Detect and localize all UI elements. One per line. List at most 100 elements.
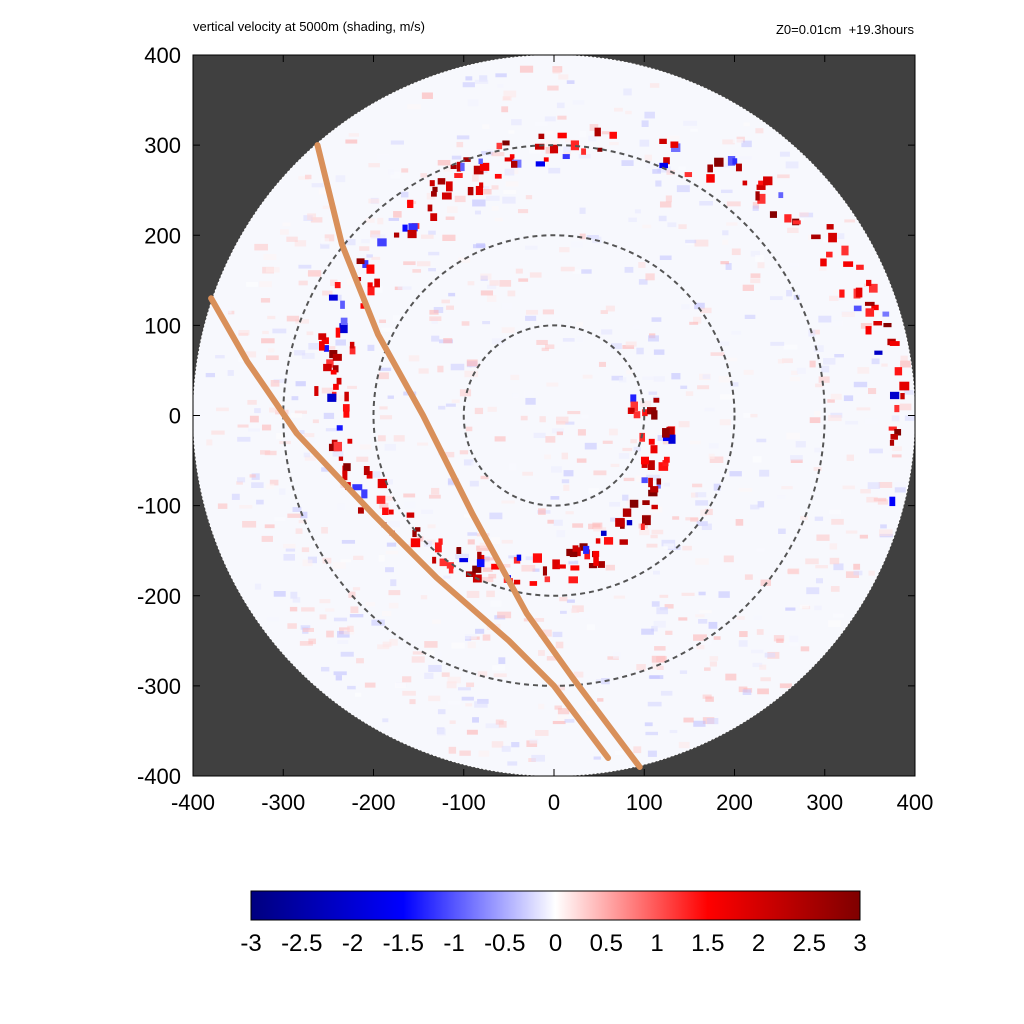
- shading-cell: [402, 224, 408, 232]
- shading-cell: [865, 308, 875, 317]
- shading-cell: [693, 316, 702, 324]
- shading-cell: [608, 428, 618, 436]
- shading-cell: [521, 564, 536, 572]
- shading-cell: [800, 515, 808, 520]
- shading-cell: [671, 373, 681, 380]
- shading-cell: [298, 264, 312, 269]
- shading-cell: [741, 140, 752, 148]
- shading-cell: [814, 516, 824, 521]
- shading-cell: [800, 646, 810, 652]
- shading-cell: [273, 378, 288, 383]
- shading-cell: [261, 535, 273, 542]
- shading-cell: [295, 528, 303, 534]
- shading-cell: [450, 363, 465, 371]
- shading-cell: [333, 671, 347, 676]
- shading-cell: [503, 96, 511, 101]
- shading-cell: [465, 426, 473, 432]
- shading-cell: [339, 323, 348, 334]
- shading-cell: [567, 410, 581, 415]
- shading-cell: [508, 130, 515, 134]
- shading-cell: [603, 537, 614, 545]
- shading-cell: [701, 523, 712, 531]
- shading-cell: [465, 571, 476, 577]
- shading-cell: [654, 646, 666, 651]
- shading-cell: [576, 612, 590, 619]
- shading-cell: [388, 602, 399, 609]
- shading-cell: [619, 539, 628, 545]
- shading-cell: [778, 528, 786, 534]
- shading-cell: [437, 728, 446, 736]
- shading-cell: [262, 330, 269, 335]
- shading-cell: [345, 239, 356, 246]
- shading-cell: [750, 504, 760, 510]
- y-tick-label: -100: [137, 494, 181, 519]
- shading-cell: [816, 534, 830, 541]
- shading-cell: [843, 395, 854, 402]
- shading-cell: [471, 461, 480, 467]
- shading-cell: [789, 376, 801, 382]
- shading-cell: [635, 475, 647, 482]
- shading-cell: [534, 618, 545, 622]
- shading-cell: [525, 315, 537, 321]
- shading-cell: [729, 382, 739, 387]
- shading-cell: [482, 189, 492, 195]
- shading-cell: [536, 339, 548, 345]
- shading-cell: [376, 495, 386, 504]
- shading-cell: [622, 494, 629, 501]
- shading-cell: [276, 432, 284, 440]
- shading-cell: [461, 696, 474, 701]
- shading-cell: [408, 355, 420, 362]
- shading-cell: [871, 304, 879, 311]
- shading-cell: [576, 321, 584, 327]
- shading-cell: [584, 549, 591, 560]
- shading-cell: [621, 160, 634, 166]
- shading-cell: [287, 623, 297, 629]
- shading-cell: [475, 185, 484, 196]
- shading-cell: [693, 720, 706, 727]
- shading-cell: [826, 251, 833, 258]
- shading-cell: [267, 315, 276, 320]
- shading-cell: [378, 372, 389, 380]
- shading-cell: [303, 452, 311, 458]
- shading-cell: [579, 207, 586, 214]
- shading-cell: [437, 178, 446, 185]
- shading-cell: [560, 266, 575, 272]
- shading-cell: [815, 578, 823, 584]
- shading-cell: [565, 511, 574, 515]
- shading-cell: [563, 484, 570, 491]
- shading-cell: [844, 219, 855, 223]
- shading-cell: [478, 750, 490, 757]
- shading-cell: [424, 672, 434, 679]
- shading-cell: [571, 608, 580, 614]
- shading-cell: [431, 335, 440, 342]
- shading-cell: [899, 403, 912, 411]
- shading-cell: [322, 205, 337, 210]
- shading-cell: [698, 618, 708, 624]
- shading-cell: [646, 474, 660, 481]
- shading-cell: [501, 745, 511, 752]
- shading-cell: [534, 143, 545, 150]
- shading-cell: [865, 326, 872, 335]
- shading-cell: [681, 592, 695, 596]
- shading-cell: [544, 130, 553, 135]
- shading-cell: [532, 568, 540, 572]
- shading-cell: [743, 412, 751, 418]
- shading-cell: [786, 289, 793, 297]
- shading-cell: [394, 682, 407, 688]
- shading-cell: [428, 230, 436, 235]
- shading-cell: [653, 376, 665, 382]
- shading-cell: [696, 645, 705, 650]
- shading-cell: [641, 628, 654, 635]
- shading-cell: [709, 456, 724, 463]
- shading-cell: [613, 651, 621, 659]
- shading-cell: [462, 82, 475, 88]
- colorbar-tick-label: 1.5: [691, 930, 724, 957]
- shading-cell: [609, 131, 617, 139]
- shading-cell: [713, 636, 721, 640]
- shading-cell: [576, 335, 584, 343]
- shading-cell: [283, 543, 296, 549]
- shading-cell: [806, 587, 820, 595]
- shading-cell: [290, 412, 302, 418]
- shading-cell: [694, 239, 709, 247]
